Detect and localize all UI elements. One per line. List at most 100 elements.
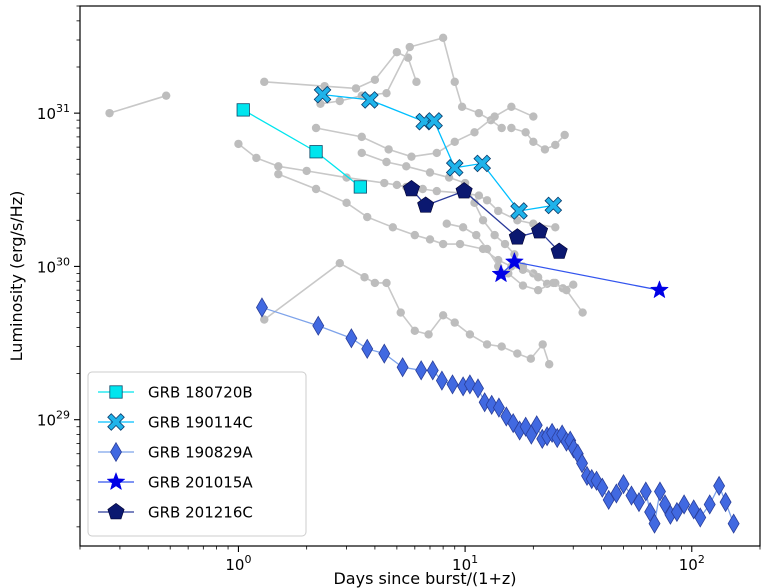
background-point xyxy=(384,145,393,154)
background-point xyxy=(538,340,547,349)
legend-marker xyxy=(110,441,122,463)
background-point xyxy=(490,230,499,240)
legend-entry: GRB 190829A xyxy=(98,441,253,463)
background-point xyxy=(370,75,380,85)
background-point xyxy=(500,239,510,249)
data-point xyxy=(576,453,588,474)
background-point xyxy=(410,326,420,336)
background-point xyxy=(551,223,560,232)
background-point xyxy=(560,130,569,140)
background-point xyxy=(542,279,552,289)
background-point xyxy=(351,84,361,93)
data-point xyxy=(396,357,409,378)
background-point xyxy=(274,169,283,179)
data-point xyxy=(713,475,726,497)
data-point xyxy=(530,415,543,436)
legend-entry: GRB 201216C xyxy=(98,503,253,522)
background-point xyxy=(357,132,366,142)
data-point xyxy=(519,416,532,437)
data-point xyxy=(415,360,428,381)
x-tick-label: 100 xyxy=(225,553,251,574)
background-point xyxy=(444,173,454,182)
background-point xyxy=(521,128,530,137)
background-point xyxy=(551,140,560,150)
background-point xyxy=(455,239,465,249)
legend-marker xyxy=(109,385,123,399)
data-point xyxy=(648,513,661,534)
legend-label: GRB 180720B xyxy=(148,384,253,402)
background-point xyxy=(457,102,467,111)
background-point xyxy=(260,315,269,324)
background-point xyxy=(507,123,516,133)
y-tick-label: 1031 xyxy=(37,102,70,123)
data-point xyxy=(678,494,691,515)
background-point xyxy=(402,162,411,171)
legend: GRB 180720B GRB 190114C GRB 190829A GRB 201… xyxy=(87,371,307,537)
data-point xyxy=(445,158,464,177)
legend-label: GRB 190829A xyxy=(148,444,253,462)
background-point xyxy=(161,91,171,100)
background-point xyxy=(482,196,492,205)
data-point xyxy=(654,481,666,502)
x-axis-label: Days since burst/(1+z) xyxy=(333,569,516,588)
data-point xyxy=(463,374,476,395)
data-point xyxy=(455,182,473,199)
data-point xyxy=(610,483,623,504)
background-point xyxy=(432,186,441,196)
plot-area-frame xyxy=(79,5,761,547)
background-point xyxy=(450,318,459,327)
background-point xyxy=(533,285,543,295)
data-point xyxy=(670,501,683,523)
background-point xyxy=(533,273,543,282)
background-point xyxy=(335,258,344,268)
legend-label: GRB 190114C xyxy=(148,414,253,432)
background-point xyxy=(342,198,351,208)
y-axis-ticks: 1029 1030 1031 xyxy=(37,5,80,528)
data-point xyxy=(485,394,498,415)
data-point xyxy=(504,251,524,271)
background-point xyxy=(529,112,538,121)
data-point xyxy=(309,145,323,159)
background-point xyxy=(311,123,321,133)
series-layer xyxy=(236,85,740,534)
background-point xyxy=(405,42,414,52)
background-series-line xyxy=(109,94,167,114)
background-point xyxy=(234,139,243,149)
background-point xyxy=(497,123,506,133)
background-point xyxy=(545,360,554,369)
background-series-layer xyxy=(105,33,587,369)
background-point xyxy=(438,311,448,320)
data-point xyxy=(472,378,484,399)
background-point xyxy=(302,166,311,176)
background-point xyxy=(360,273,369,282)
data-point xyxy=(473,154,492,173)
series-group xyxy=(491,251,669,299)
background-point xyxy=(474,191,484,200)
background-point xyxy=(412,77,421,87)
data-point xyxy=(508,228,526,245)
background-point xyxy=(490,112,499,121)
x-axis-ticks: 100 101 102 xyxy=(79,546,761,574)
data-point xyxy=(550,242,568,259)
legend-label: GRB 201015A xyxy=(148,474,253,492)
data-point xyxy=(544,196,563,215)
background-point xyxy=(478,216,488,225)
data-point xyxy=(426,360,439,381)
y-tick-label: 1029 xyxy=(37,409,70,430)
legend-box xyxy=(87,371,307,537)
background-point xyxy=(311,184,321,194)
background-point xyxy=(105,108,114,118)
background-point xyxy=(357,148,366,158)
background-point xyxy=(482,244,492,254)
background-point xyxy=(425,235,435,244)
background-point xyxy=(370,278,380,288)
background-point xyxy=(450,77,459,87)
data-point xyxy=(727,513,740,534)
data-point xyxy=(402,180,420,197)
legend-entry: GRB 180720B xyxy=(98,384,253,402)
series-group xyxy=(255,297,740,534)
background-point xyxy=(513,349,522,358)
background-point xyxy=(252,153,261,163)
legend-entry: GRB 190114C xyxy=(98,413,253,432)
